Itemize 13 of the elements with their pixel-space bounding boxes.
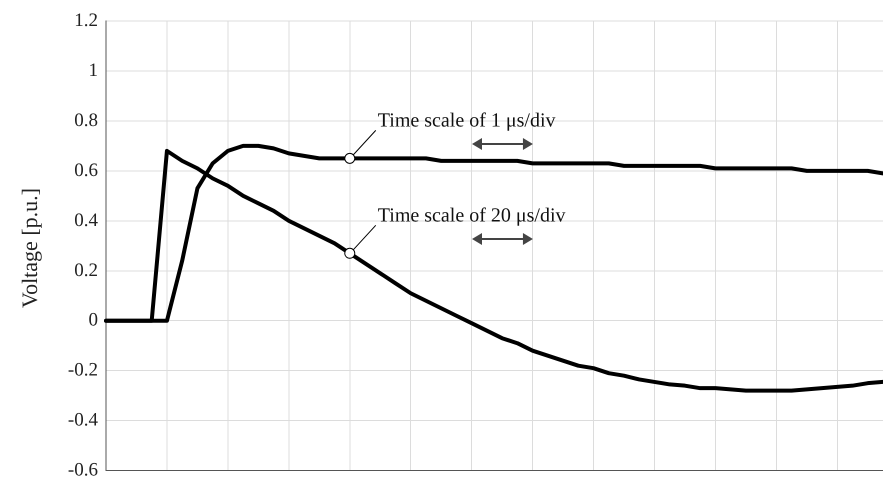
y-tick-label: 0.2 [74, 260, 98, 281]
y-axis-title: Voltage [p.u.] [17, 188, 43, 308]
y-tick-label: 0.6 [74, 160, 98, 181]
y-tick-label: -0.2 [68, 360, 98, 381]
y-tick-label: 1 [88, 60, 98, 81]
series-label: Time scale of 20 μs/div [378, 204, 566, 226]
y-tick-label: 0.8 [74, 110, 98, 131]
y-tick-label: 0 [88, 310, 98, 331]
y-tick-label: 0.4 [74, 210, 98, 231]
y-tick-label: -0.6 [68, 460, 98, 481]
y-tick-label: -0.4 [68, 410, 98, 431]
y-tick-label: 1.2 [74, 10, 98, 31]
series-label: Time scale of 1 μs/div [378, 109, 556, 132]
